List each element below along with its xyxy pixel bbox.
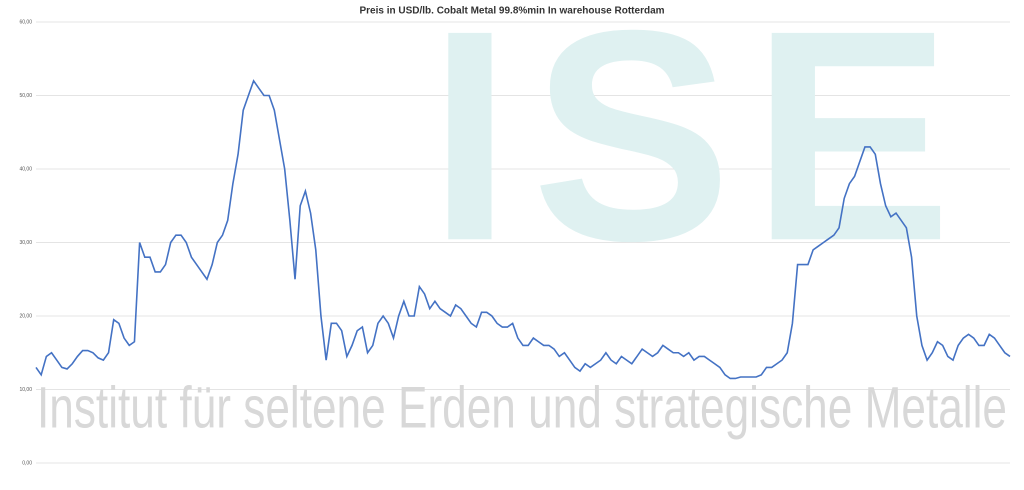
chart-title: Preis in USD/lb. Cobalt Metal 99.8%min I… bbox=[359, 6, 664, 17]
y-tick-label: 50,00 bbox=[19, 93, 32, 99]
y-tick-label: 20,00 bbox=[19, 313, 32, 319]
watermark-logo: ISE bbox=[428, 0, 972, 303]
y-tick-label: 10,00 bbox=[19, 387, 32, 393]
y-tick-label: 40,00 bbox=[19, 166, 32, 172]
series-line bbox=[35, 79, 1011, 380]
watermark-text: Institut für seltene Erden und strategis… bbox=[37, 375, 1007, 440]
y-tick-label: 30,00 bbox=[19, 240, 32, 246]
y-tick-label: 0,00 bbox=[22, 460, 32, 466]
y-tick-label: 60,00 bbox=[19, 19, 32, 25]
